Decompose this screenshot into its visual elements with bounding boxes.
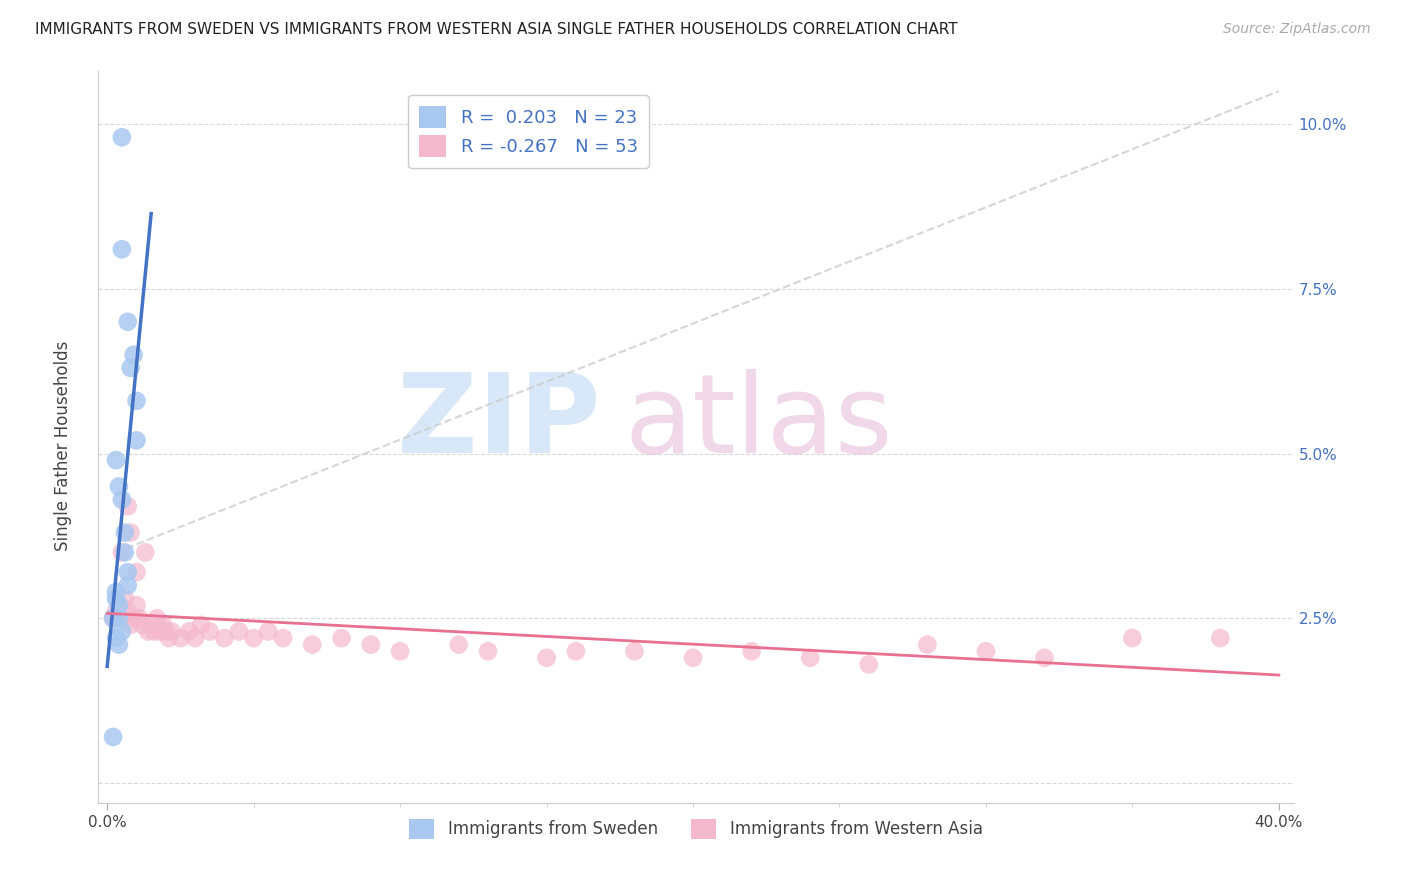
Point bbox=[117, 578, 139, 592]
Point bbox=[114, 591, 136, 606]
Point bbox=[477, 644, 499, 658]
Point bbox=[105, 605, 127, 619]
Point bbox=[117, 315, 139, 329]
Point bbox=[917, 638, 939, 652]
Point bbox=[179, 624, 201, 639]
Point bbox=[134, 545, 156, 559]
Point bbox=[155, 624, 177, 639]
Point bbox=[184, 631, 207, 645]
Point bbox=[623, 644, 645, 658]
Point bbox=[169, 631, 191, 645]
Point bbox=[111, 242, 134, 256]
Point bbox=[301, 638, 323, 652]
Point bbox=[360, 638, 382, 652]
Point bbox=[117, 500, 139, 514]
Point bbox=[111, 492, 134, 507]
Point bbox=[101, 611, 124, 625]
Point bbox=[117, 565, 139, 579]
Point bbox=[125, 393, 148, 408]
Point bbox=[108, 598, 131, 612]
Text: atlas: atlas bbox=[624, 369, 893, 476]
Point bbox=[125, 598, 148, 612]
Point bbox=[447, 638, 470, 652]
Point bbox=[198, 624, 221, 639]
Point bbox=[101, 730, 124, 744]
Point bbox=[271, 631, 294, 645]
Point bbox=[122, 611, 145, 625]
Point bbox=[536, 650, 558, 665]
Point bbox=[105, 631, 127, 645]
Point bbox=[120, 618, 142, 632]
Point bbox=[149, 624, 172, 639]
Point bbox=[131, 618, 153, 632]
Point bbox=[143, 624, 166, 639]
Point bbox=[108, 638, 131, 652]
Point bbox=[101, 611, 124, 625]
Point bbox=[190, 618, 212, 632]
Point bbox=[152, 618, 174, 632]
Point bbox=[105, 591, 127, 606]
Point bbox=[741, 644, 763, 658]
Point bbox=[1121, 631, 1143, 645]
Point bbox=[228, 624, 250, 639]
Point bbox=[1033, 650, 1056, 665]
Point bbox=[125, 565, 148, 579]
Point bbox=[108, 611, 131, 625]
Point bbox=[111, 130, 134, 145]
Point bbox=[682, 650, 704, 665]
Point bbox=[257, 624, 280, 639]
Point bbox=[858, 657, 880, 672]
Point bbox=[117, 605, 139, 619]
Legend: Immigrants from Sweden, Immigrants from Western Asia: Immigrants from Sweden, Immigrants from … bbox=[402, 812, 990, 846]
Point bbox=[160, 624, 183, 639]
Point bbox=[105, 453, 127, 467]
Point bbox=[125, 434, 148, 448]
Point bbox=[108, 479, 131, 493]
Point bbox=[330, 631, 353, 645]
Point bbox=[146, 611, 169, 625]
Point bbox=[799, 650, 821, 665]
Point bbox=[136, 624, 159, 639]
Point bbox=[128, 611, 150, 625]
Point bbox=[974, 644, 997, 658]
Text: Single Father Households: Single Father Households bbox=[55, 341, 72, 551]
Point bbox=[122, 348, 145, 362]
Text: IMMIGRANTS FROM SWEDEN VS IMMIGRANTS FROM WESTERN ASIA SINGLE FATHER HOUSEHOLDS : IMMIGRANTS FROM SWEDEN VS IMMIGRANTS FRO… bbox=[35, 22, 957, 37]
Point bbox=[111, 545, 134, 559]
Text: Source: ZipAtlas.com: Source: ZipAtlas.com bbox=[1223, 22, 1371, 37]
Point bbox=[141, 618, 163, 632]
Point bbox=[111, 611, 134, 625]
Point bbox=[214, 631, 236, 645]
Point bbox=[120, 360, 142, 375]
Point bbox=[108, 598, 131, 612]
Point bbox=[242, 631, 264, 645]
Point bbox=[565, 644, 588, 658]
Point bbox=[389, 644, 412, 658]
Point bbox=[111, 624, 134, 639]
Point bbox=[120, 525, 142, 540]
Point bbox=[157, 631, 180, 645]
Point bbox=[114, 525, 136, 540]
Point bbox=[1209, 631, 1232, 645]
Point bbox=[105, 585, 127, 599]
Text: ZIP: ZIP bbox=[396, 369, 600, 476]
Point bbox=[114, 545, 136, 559]
